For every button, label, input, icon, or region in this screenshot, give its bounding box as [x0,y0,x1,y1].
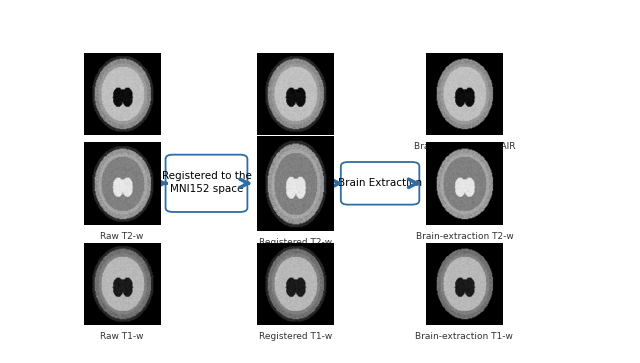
Text: Raw T2-w: Raw T2-w [100,232,144,241]
Text: MNI152 space: MNI152 space [170,184,243,195]
Text: Registered FLAIR: Registered FLAIR [257,142,334,151]
Text: Brain-extraction T1-w: Brain-extraction T1-w [415,332,513,341]
Text: Raw FLAIR: Raw FLAIR [99,142,146,151]
Text: Brain-extraction T2-w: Brain-extraction T2-w [415,232,513,241]
FancyBboxPatch shape [341,162,419,205]
Text: Brain-extraction FLAIR: Brain-extraction FLAIR [413,142,515,151]
Text: Raw T1-w: Raw T1-w [100,332,144,341]
Text: Brain Extraction: Brain Extraction [338,178,422,188]
Text: Registered T2-w: Registered T2-w [259,238,332,247]
Text: Registered T1-w: Registered T1-w [259,332,332,341]
FancyBboxPatch shape [166,155,248,212]
Text: Registered to the: Registered to the [161,171,252,182]
